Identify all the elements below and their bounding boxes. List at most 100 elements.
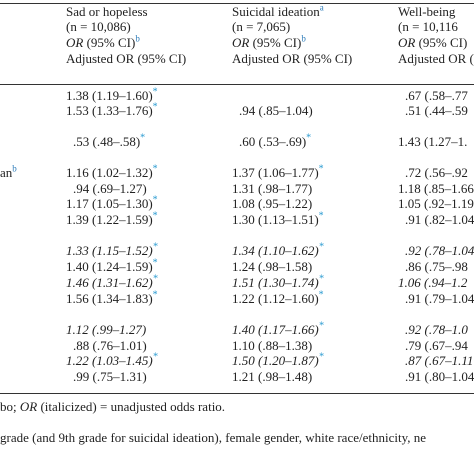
table-cell: .53 (.48–.58)* [73,132,146,149]
cell-value: 1.12 (.99–1.27) [66,322,147,337]
cell-value: 1.31 (.98–1.77) [232,181,313,196]
significance-mark: * [152,351,158,363]
cell-value: 1.17 (1.05–1.30) [66,196,153,211]
adjusted-header-line: Adjusted OR (95% CI) [232,51,352,66]
cell-value: .91 (.82–1.04 [405,212,474,227]
table-cell: 1.16 (1.02–1.32)* [66,164,158,180]
cell-value: 1.51 (1.30–1.74) [232,275,319,290]
or-label: OR [398,35,416,50]
table-cell: 1.06 (.94–1.2 [398,275,467,290]
cell-value: .88 (.76–1.01) [73,338,147,353]
cell-value: 1.50 (1.20–1.87) [232,353,319,368]
table-cell: .60 (.53–.69)* [239,133,311,149]
cell-value: 1.22 (1.12–1.60) [232,291,319,306]
table-cell: 1.17 (1.05–1.30)* [66,195,158,211]
title-text: Sad or hopeless [66,4,148,19]
table-cell: .92 (.78–1.0 [405,322,468,337]
significance-mark: * [318,351,324,363]
table-cell: 1.21 (.98–1.48) [232,369,312,384]
cell-value: 1.22 (1.03–1.45) [66,353,153,368]
or-ci: (95% CI) [83,35,136,50]
cell-value: .87 (.67–1.11 [405,353,474,368]
cell-value: 1.16 (1.02–1.32) [66,165,153,180]
significance-mark: * [140,132,146,144]
cell-value: 1.21 (.98–1.48) [232,369,313,384]
table-cell: 1.37 (1.06–1.77)* [232,163,324,180]
column-title: Suicidal ideationa [232,2,324,19]
table-cell: .94 (.69–1.27) [73,181,147,196]
significance-mark: * [318,210,324,222]
or-ci: (95% CI) [415,35,468,50]
footnote-text: bo; [0,399,20,414]
footnote-text: grade (and 9th grade for suicidal ideati… [0,430,427,445]
table-cell: 1.24 (.98–1.58) [232,259,312,274]
table-cell: 1.33 (1.15–1.52)* [66,241,158,258]
or-label: OR [232,35,250,50]
significance-mark: * [318,163,324,175]
cell-value: .92 (.78–1.0 [405,322,468,337]
table-cell: 1.50 (1.20–1.87)* [232,351,324,368]
cell-value: 1.05 (.92–1.19 [398,196,474,211]
cell-value: 1.33 (1.15–1.52) [66,243,153,258]
table-cell: .79 (.67–.94 [405,338,468,353]
row-label: anb [0,164,17,180]
or-label: OR [66,35,84,50]
adjusted-header: Adjusted OR (95% CI) [398,51,474,66]
table-cell: 1.40 (1.17–1.66)* [232,321,324,337]
table-cell: .91 (.80–1.04 [405,369,474,384]
cell-value: 1.46 (1.31–1.62) [66,275,153,290]
cell-value: .91 (.80–1.04 [405,369,474,384]
sample-size: (n = 10,086) [66,19,131,34]
cell-value: 1.40 (1.17–1.66) [232,322,319,337]
or-header: OR (95% CI)b [66,34,140,50]
significance-mark: * [152,289,158,301]
adjusted-header: Adjusted OR (95% CI) [66,51,187,66]
table-cell: 1.22 (1.12–1.60)* [232,289,324,306]
table-cell: 1.08 (.95–1.22) [232,196,312,211]
cell-value: .94 (.85–1.04) [239,103,313,118]
or-ci: (95% CI) [249,35,302,50]
table-cell: 1.53 (1.33–1.76)* [66,102,158,118]
bottom-rule [0,393,474,394]
top-rule [0,3,474,4]
table-cell: .91 (.82–1.04 [405,212,474,227]
table-cell: 1.30 (1.13–1.51)* [232,210,324,227]
table-cell: 1.38 (1.19–1.60)* [66,86,158,103]
cell-value: .60 (.53–.69) [239,134,307,149]
table-cell: .88 (.76–1.01) [73,338,147,353]
cell-value: .92 (.78–1.04 [405,243,474,258]
cell-value: .53 (.48–.58) [73,134,141,149]
cell-value: .51 (.44–.59 [405,103,468,118]
or-header: OR (95% CI)b [232,34,306,50]
significance-mark: * [318,241,324,253]
significance-mark: * [318,289,324,301]
sample-size: (n = 7,065) [232,19,291,34]
significance-mark: * [152,241,158,253]
cell-value: 1.53 (1.33–1.76) [66,103,153,118]
table-cell: 1.51 (1.30–1.74)* [232,274,324,290]
cell-value: 1.06 (.94–1.2 [398,275,468,290]
footnote-mark: a [319,2,324,13]
significance-mark: * [152,273,158,285]
adjusted-header-line: Adjusted OR (95% CI) [398,51,474,66]
significance-mark: * [152,86,158,98]
table-cell: 1.34 (1.10–1.62)* [232,241,324,258]
cell-value: 1.10 (.88–1.38) [232,338,313,353]
title-text: Well-being [398,4,456,19]
cell-value: .67 (.58–.77 [405,88,468,103]
table-cell: .86 (.75–.98 [405,259,468,274]
table-cell: 1.05 (.92–1.19 [398,196,474,211]
cell-value: 1.38 (1.19–1.60) [66,88,153,103]
cell-value: 1.08 (.95–1.22) [232,196,313,211]
table-cell: 1.40 (1.24–1.59)* [66,258,158,274]
table-cell: .72 (.56–.92 [405,165,468,180]
sample-size-line: (n = 10,116 [398,19,458,34]
cell-value: 1.34 (1.10–1.62) [232,243,319,258]
table-cell: .87 (.67–1.11 [405,353,473,368]
row-label-text: an [0,165,13,180]
cell-value: 1.43 (1.27–1. [398,134,468,149]
table-cell: 1.43 (1.27–1. [398,134,467,149]
cell-value: 1.40 (1.24–1.59) [66,259,153,274]
cell-value: .94 (.69–1.27) [73,181,147,196]
